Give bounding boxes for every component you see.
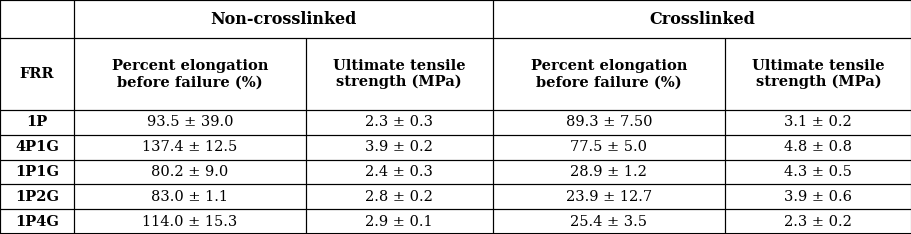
Text: 3.1 ± 0.2: 3.1 ± 0.2 <box>783 115 851 129</box>
Text: 93.5 ± 39.0: 93.5 ± 39.0 <box>147 115 233 129</box>
Bar <box>493 184 724 209</box>
Bar <box>724 160 911 184</box>
Text: 1P1G: 1P1G <box>15 165 59 179</box>
Bar <box>493 0 911 38</box>
Bar <box>493 38 724 110</box>
Bar <box>724 38 911 110</box>
Text: 2.3 ± 0.2: 2.3 ± 0.2 <box>783 215 852 229</box>
Bar <box>74 0 493 38</box>
Bar <box>0 135 74 160</box>
Bar <box>724 110 911 135</box>
Text: Non-crosslinked: Non-crosslinked <box>210 11 356 28</box>
Text: 2.3 ± 0.3: 2.3 ± 0.3 <box>365 115 433 129</box>
Text: 1P: 1P <box>26 115 47 129</box>
Bar <box>74 0 493 38</box>
Text: 2.9 ± 0.1: 2.9 ± 0.1 <box>365 215 433 229</box>
Bar <box>493 110 724 135</box>
Bar <box>493 160 724 184</box>
Text: Ultimate tensile
strength (MPa): Ultimate tensile strength (MPa) <box>333 59 466 89</box>
Bar <box>305 160 493 184</box>
Text: 137.4 ± 12.5: 137.4 ± 12.5 <box>142 140 237 154</box>
Bar <box>0 0 74 38</box>
Text: 4.8 ± 0.8: 4.8 ± 0.8 <box>783 140 852 154</box>
Text: Percent elongation
before failure (%): Percent elongation before failure (%) <box>530 59 686 89</box>
Bar <box>493 0 911 38</box>
Bar <box>74 209 305 234</box>
Bar <box>305 110 493 135</box>
Bar <box>305 184 493 209</box>
Bar <box>0 160 74 184</box>
Text: 28.9 ± 1.2: 28.9 ± 1.2 <box>569 165 647 179</box>
Bar <box>74 38 305 110</box>
Bar <box>493 135 724 160</box>
Bar <box>74 184 305 209</box>
Bar <box>74 110 305 135</box>
Text: 3.9 ± 0.2: 3.9 ± 0.2 <box>365 140 433 154</box>
Text: 2.4 ± 0.3: 2.4 ± 0.3 <box>365 165 433 179</box>
Bar <box>0 209 74 234</box>
Text: 83.0 ± 1.1: 83.0 ± 1.1 <box>151 190 228 204</box>
Bar <box>493 209 724 234</box>
Text: 89.3 ± 7.50: 89.3 ± 7.50 <box>565 115 651 129</box>
Text: Percent elongation
before failure (%): Percent elongation before failure (%) <box>111 59 268 89</box>
Bar <box>724 209 911 234</box>
Text: 1P4G: 1P4G <box>15 215 59 229</box>
Bar <box>305 38 493 110</box>
Bar <box>724 135 911 160</box>
Bar <box>305 135 493 160</box>
Text: 3.9 ± 0.6: 3.9 ± 0.6 <box>783 190 852 204</box>
Text: 4P1G: 4P1G <box>15 140 59 154</box>
Bar <box>305 209 493 234</box>
Text: FRR: FRR <box>20 67 55 81</box>
Bar <box>0 38 74 110</box>
Text: 1P2G: 1P2G <box>15 190 59 204</box>
Text: Crosslinked: Crosslinked <box>649 11 754 28</box>
Text: 25.4 ± 3.5: 25.4 ± 3.5 <box>569 215 647 229</box>
Text: 4.3 ± 0.5: 4.3 ± 0.5 <box>783 165 852 179</box>
Text: Ultimate tensile
strength (MPa): Ultimate tensile strength (MPa) <box>752 59 884 89</box>
Text: 77.5 ± 5.0: 77.5 ± 5.0 <box>569 140 647 154</box>
Bar <box>0 184 74 209</box>
Text: 80.2 ± 9.0: 80.2 ± 9.0 <box>151 165 228 179</box>
Text: 114.0 ± 15.3: 114.0 ± 15.3 <box>142 215 237 229</box>
Bar <box>0 110 74 135</box>
Bar <box>74 135 305 160</box>
Text: 23.9 ± 12.7: 23.9 ± 12.7 <box>565 190 651 204</box>
Bar <box>724 184 911 209</box>
Text: 2.8 ± 0.2: 2.8 ± 0.2 <box>365 190 433 204</box>
Bar <box>74 160 305 184</box>
